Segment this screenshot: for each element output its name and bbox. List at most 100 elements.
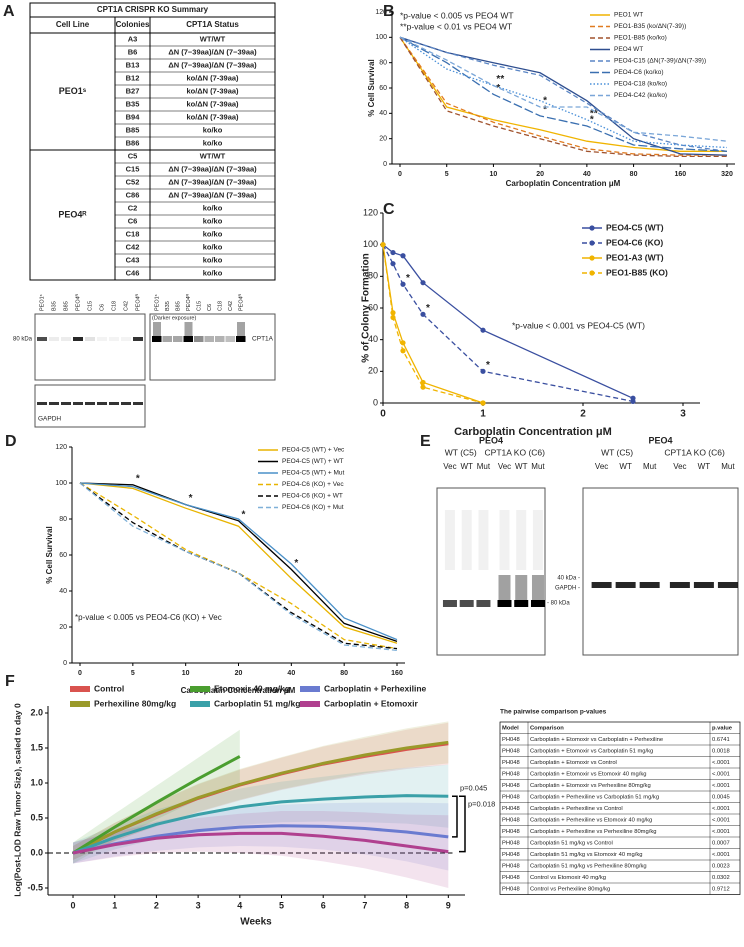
- legend-label: PEO4-C6 (ko/ko): [614, 69, 664, 76]
- table-cell: 0.6741: [712, 737, 730, 743]
- blot-group: WT (C5): [445, 447, 477, 457]
- data-point: [420, 384, 426, 390]
- annotation: **p-value < 0.01 vs PEO4 WT: [400, 21, 512, 31]
- y-tick-label: 20: [379, 136, 387, 143]
- confidence-band: [73, 764, 449, 864]
- table-cell: B35: [126, 99, 140, 108]
- table-cell: WT/WT: [200, 34, 226, 43]
- lane-label: Vec: [443, 462, 456, 471]
- x-tick-label: 5: [279, 900, 284, 910]
- blot-band: [97, 402, 107, 405]
- blot-smear: [516, 510, 527, 570]
- table-cell: 0.9712: [712, 886, 730, 892]
- table-cell: C86: [126, 190, 140, 199]
- table-cell: B94: [126, 112, 141, 121]
- blot-band: [121, 337, 131, 341]
- panel-label: F: [5, 673, 15, 690]
- significance-mark: *: [496, 83, 500, 94]
- y-tick-label: 20: [59, 624, 67, 631]
- x-tick-label: 3: [196, 900, 201, 910]
- x-axis-title: Carboplatin Concentration μM: [454, 426, 612, 438]
- blot: [34, 384, 146, 428]
- data-point: [400, 281, 406, 287]
- table-cell: 0.0007: [712, 840, 730, 846]
- table-header: p.value: [712, 725, 733, 731]
- table-cell: <.0001: [712, 771, 730, 777]
- y-tick-label: 60: [59, 552, 67, 559]
- blot-band: [85, 402, 95, 405]
- significance-mark: **: [496, 74, 504, 85]
- lane-label: C6: [99, 304, 105, 311]
- legend-label: Carboplatin + Etomoxir: [324, 698, 418, 708]
- data-point: [630, 398, 636, 405]
- table-cell: B86: [126, 138, 140, 147]
- blot-smear: [515, 575, 528, 600]
- table-cell: ko/ΔN (7-39aa): [186, 99, 239, 108]
- panel-label: D: [5, 433, 17, 450]
- lane-label: PEO1ˢ: [154, 294, 160, 311]
- y-axis-title: % Cell Survival: [45, 526, 54, 583]
- annotation: *p-value < 0.001 vs PEO4-C5 (WT): [512, 320, 645, 330]
- blot-loading: GAPDH -: [555, 586, 580, 592]
- series-line: [399, 36, 727, 156]
- table-border: [29, 2, 276, 281]
- blot-smear: [499, 510, 510, 570]
- blot-band: [109, 337, 119, 341]
- legend-marker: [589, 225, 595, 231]
- x-tick-label: 4: [237, 900, 242, 910]
- x-tick-label: 3: [680, 409, 686, 420]
- blot: [149, 313, 276, 381]
- table-cell: ko/ko: [203, 216, 223, 225]
- table-cell: ko/ΔN (7-39aa): [186, 73, 239, 82]
- y-tick-label: 100: [375, 34, 387, 41]
- table-cell: PH048: [502, 817, 520, 823]
- table-cell: <.0001: [712, 783, 730, 789]
- table-cell: A3: [128, 34, 138, 43]
- x-tick-label: 1: [480, 409, 486, 420]
- y-tick-label: 120: [375, 9, 387, 16]
- x-tick-label: 8: [404, 900, 409, 910]
- annotation: *p-value < 0.005 vs PEO4 WT: [400, 10, 514, 20]
- lane-label: PEO4ᴿ: [74, 293, 81, 311]
- table-cell: PH048: [502, 886, 520, 892]
- table-cell: Carboplatin + Etomoxir vs Carboplatin + …: [530, 737, 663, 743]
- series-line: [399, 36, 728, 156]
- table-cell: C18: [126, 229, 140, 238]
- table-cell: ko/ko: [203, 229, 223, 238]
- table-cell: PH048: [502, 806, 520, 812]
- table-cell: B13: [126, 60, 140, 69]
- table-cell: C6: [128, 216, 138, 225]
- blot-band: [152, 336, 162, 342]
- lane-label: PEO4ᴿ: [134, 293, 141, 311]
- series-line: [79, 482, 398, 650]
- table-cell: <.0001: [712, 817, 730, 823]
- lane-label: Mut: [643, 462, 657, 471]
- data-point: [480, 327, 486, 333]
- y-tick-label: 40: [379, 110, 387, 117]
- x-axis-title: Carboplatin Concentration μM: [181, 686, 296, 695]
- x-tick-label: 80: [340, 670, 348, 677]
- x-tick-label: 0: [380, 409, 386, 420]
- table-cell: C46: [126, 268, 140, 277]
- series-line: [399, 36, 728, 149]
- blot-smear: [498, 575, 511, 600]
- table-cell: Carboplatin 51 mg/kg vs Etomoxir 40 mg/k…: [530, 852, 642, 858]
- series-line: [72, 794, 449, 855]
- table-cell: B85: [126, 125, 140, 134]
- table-cell: Carboplatin + Perhexiline vs Control: [530, 806, 623, 812]
- blot-group: CPT1A KO (C6): [485, 447, 546, 457]
- table-cell: Carboplatin + Etomoxir vs Carboplatin 51…: [530, 748, 653, 754]
- legend-label: Carboplatin + Perhexiline: [324, 683, 427, 693]
- blot-band: [476, 600, 491, 607]
- table-cell: PH048: [502, 748, 520, 754]
- legend-label: Perhexiline 80mg/kg: [94, 698, 176, 708]
- blot-band: [162, 336, 172, 342]
- table-cell: PH048: [502, 771, 520, 777]
- x-tick-label: 6: [321, 900, 326, 910]
- legend-label: PEO4-C5 (WT): [606, 222, 664, 232]
- blot-band: [49, 337, 59, 341]
- significance-mark: *: [426, 303, 430, 314]
- legend-label: PEO4-C5 (WT) + WT: [282, 458, 344, 465]
- lane-label: C42: [123, 301, 129, 311]
- lane-label: C15: [87, 301, 93, 311]
